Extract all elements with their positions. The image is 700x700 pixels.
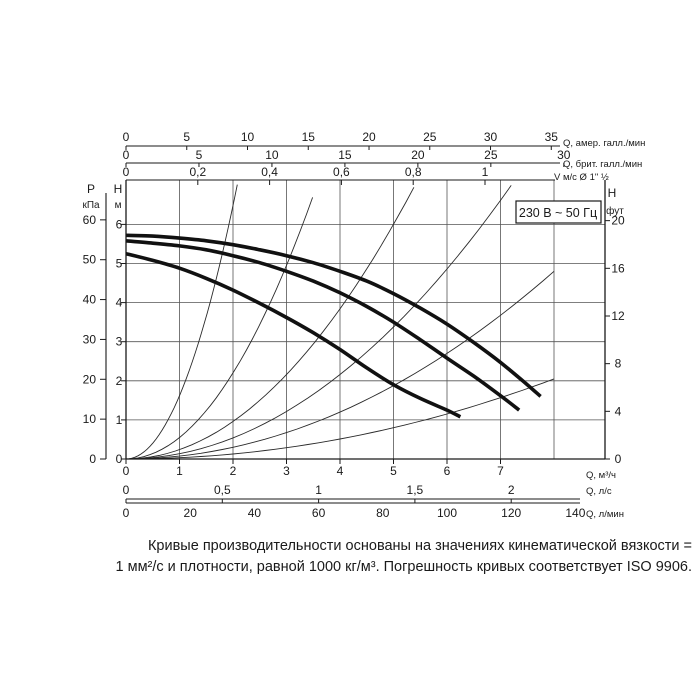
tick-label-uk-gpm: 0 [123, 148, 130, 162]
top-axis-title-uk-gpm: Q, брит. галл./мин [563, 159, 642, 170]
tick-label-pressure: 20 [83, 372, 97, 386]
tick-label-ls: 1,5 [407, 483, 424, 497]
tick-label-head-ft: 0 [615, 452, 622, 466]
tick-label-us-gpm: 20 [362, 130, 376, 144]
tick-label-lmin: 40 [248, 506, 262, 520]
system-curves [125, 184, 555, 460]
tick-label-head-m: 0 [116, 452, 123, 466]
tick-label-lmin: 100 [437, 506, 457, 520]
system-curve [125, 197, 314, 460]
axis-title-head-ft: H [608, 186, 617, 200]
tick-label-lmin: 140 [565, 506, 585, 520]
tick-label-lmin: 60 [312, 506, 326, 520]
system-curve [125, 270, 555, 460]
tick-label-head-m: 4 [116, 296, 123, 310]
tick-label-pressure: 0 [89, 452, 96, 466]
performance-curves [125, 233, 542, 419]
tick-label-uk-gpm: 25 [484, 148, 498, 162]
tick-label-uk-gpm: 20 [411, 148, 425, 162]
tick-label-head-ft: 12 [611, 309, 625, 323]
performance-curve [125, 251, 462, 419]
tick-label-head-m: 3 [116, 335, 123, 349]
bottom-axis-title-lmin: Q, л/мин [586, 509, 624, 520]
chart-axes [100, 145, 610, 504]
tick-label-uk-gpm: 15 [338, 148, 352, 162]
bottom-axis-title-ls: Q, л/с [586, 486, 612, 497]
tick-label-head-m: 2 [116, 374, 123, 388]
top-axis-title-us-gpm: Q, амер. галл./мин [563, 138, 645, 149]
axis-unit-head-ft: фут [606, 205, 624, 217]
tick-label-lmin: 0 [123, 506, 130, 520]
tick-label-us-gpm: 15 [302, 130, 316, 144]
tick-label-pressure: 60 [83, 213, 97, 227]
tick-label-ls: 2 [508, 483, 515, 497]
bottom-axis-title-m3h: Q, м³/ч [586, 470, 616, 481]
tick-label-ls: 0 [123, 483, 130, 497]
tick-label-ls: 0,5 [214, 483, 231, 497]
tick-label-us-gpm: 25 [423, 130, 437, 144]
tick-label-velocity: 0,8 [405, 165, 422, 179]
top-axis-title-velocity: V м/с Ø 1" ½ [554, 172, 609, 183]
axis-title-head-m: H [114, 182, 123, 196]
tick-label-m3h: 4 [337, 464, 344, 478]
tick-label-head-ft: 4 [615, 404, 622, 418]
tick-label-lmin: 120 [501, 506, 521, 520]
tick-label-m3h: 2 [230, 464, 237, 478]
tick-label-velocity: 1 [482, 165, 489, 179]
tick-label-pressure: 30 [83, 332, 97, 346]
tick-label-uk-gpm: 30 [557, 148, 571, 162]
axis-title-pressure: P [87, 182, 95, 196]
system-curve [125, 187, 415, 460]
caption-line-2: 1 мм²/с и плотности, равной 1000 кг/м³. … [115, 559, 692, 575]
tick-label-pressure: 10 [83, 412, 97, 426]
tick-label-us-gpm: 5 [183, 130, 190, 144]
tick-label-head-m: 1 [116, 413, 123, 427]
tick-label-velocity: 0,6 [333, 165, 350, 179]
tick-label-m3h: 5 [390, 464, 397, 478]
caption-line-1: Кривые производительности основаны на зн… [147, 538, 692, 554]
tick-label-head-m: 5 [116, 257, 123, 271]
performance-curve [125, 239, 521, 412]
voltage-label: 230 В ~ 50 Гц [519, 206, 597, 220]
system-curve [125, 185, 512, 460]
tick-label-uk-gpm: 5 [196, 148, 203, 162]
tick-label-us-gpm: 0 [123, 130, 130, 144]
tick-label-us-gpm: 30 [484, 130, 498, 144]
system-curve [125, 378, 555, 460]
tick-label-pressure: 50 [83, 253, 97, 267]
tick-label-pressure: 40 [83, 293, 97, 307]
axis-unit-pressure: кПа [82, 200, 100, 211]
tick-label-head-ft: 20 [611, 214, 625, 228]
tick-label-head-ft: 16 [611, 261, 625, 275]
tick-label-head-ft: 8 [615, 357, 622, 371]
tick-label-m3h: 3 [283, 464, 290, 478]
tick-label-us-gpm: 35 [545, 130, 559, 144]
tick-label-velocity: 0,2 [189, 165, 206, 179]
voltage-box [515, 200, 602, 224]
tick-label-m3h: 6 [444, 464, 451, 478]
tick-label-uk-gpm: 10 [265, 148, 279, 162]
tick-label-lmin: 20 [184, 506, 198, 520]
tick-label-velocity: 0 [123, 165, 130, 179]
tick-label-ls: 1 [315, 483, 322, 497]
performance-curve [125, 233, 542, 398]
tick-label-velocity: 0,4 [261, 165, 278, 179]
tick-label-m3h: 1 [176, 464, 183, 478]
tick-label-m3h: 0 [123, 464, 130, 478]
system-curve [125, 184, 238, 460]
tick-label-m3h: 7 [497, 464, 504, 478]
axis-unit-head-m: м [115, 200, 122, 211]
tick-label-us-gpm: 10 [241, 130, 255, 144]
tick-label-lmin: 80 [376, 506, 390, 520]
tick-label-head-m: 6 [116, 217, 123, 231]
